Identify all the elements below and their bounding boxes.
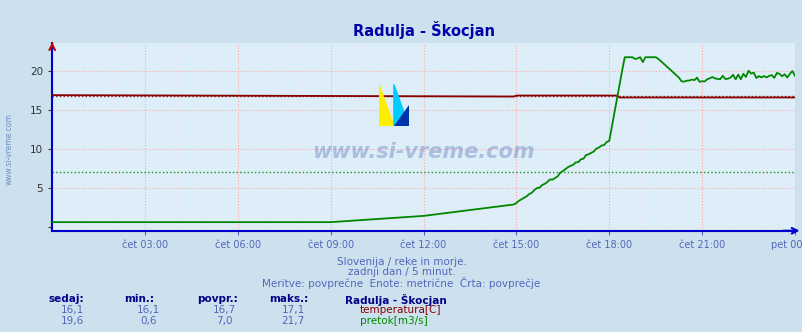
Text: 16,1: 16,1 [61, 305, 83, 315]
Text: sedaj:: sedaj: [48, 294, 83, 304]
Text: Radulja - Škocjan: Radulja - Škocjan [345, 294, 447, 306]
Text: 17,1: 17,1 [282, 305, 304, 315]
Text: www.si-vreme.com: www.si-vreme.com [312, 142, 534, 162]
Polygon shape [394, 84, 408, 126]
Text: maks.:: maks.: [269, 294, 308, 304]
Text: 16,7: 16,7 [213, 305, 236, 315]
Text: pretok[m3/s]: pretok[m3/s] [359, 316, 427, 326]
Polygon shape [379, 84, 394, 126]
Title: Radulja - Škocjan: Radulja - Škocjan [352, 21, 494, 39]
Text: zadnji dan / 5 minut.: zadnji dan / 5 minut. [347, 267, 455, 277]
Text: 0,6: 0,6 [140, 316, 156, 326]
Text: www.si-vreme.com: www.si-vreme.com [4, 114, 14, 185]
Text: Slovenija / reke in morje.: Slovenija / reke in morje. [336, 257, 466, 267]
Text: 7,0: 7,0 [217, 316, 233, 326]
Text: 16,1: 16,1 [137, 305, 160, 315]
Text: 21,7: 21,7 [282, 316, 304, 326]
Polygon shape [394, 105, 408, 126]
Text: min.:: min.: [124, 294, 154, 304]
Text: Meritve: povprečne  Enote: metrične  Črta: povprečje: Meritve: povprečne Enote: metrične Črta:… [262, 277, 540, 289]
Text: povpr.:: povpr.: [196, 294, 237, 304]
Text: temperatura[C]: temperatura[C] [359, 305, 440, 315]
Text: 19,6: 19,6 [61, 316, 83, 326]
